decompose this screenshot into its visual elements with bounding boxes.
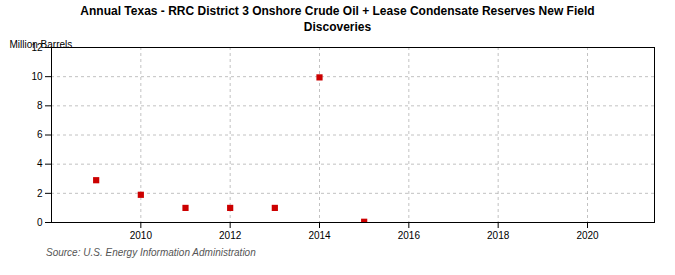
html-text:Source: U.S. Energy Informatio: Source: U.S. Energy Information Administ… [46,247,256,259]
svg-text:Million Barrels: Million Barrels [9,38,73,50]
svg-text:2: 2 [37,188,43,199]
svg-text:2012: 2012 [219,230,242,241]
svg-text:0: 0 [37,217,43,228]
svg-text:2016: 2016 [398,230,421,241]
svg-text:10: 10 [31,71,43,82]
svg-text:2020: 2020 [576,230,599,241]
svg-text:2018: 2018 [487,230,510,241]
svg-text:4: 4 [37,159,43,170]
svg-text:2010: 2010 [130,230,153,241]
svg-text:2014: 2014 [308,230,331,241]
html-text:Annual Texas - RRC District 3: Annual Texas - RRC District 3 Onshore Cr… [80,4,595,34]
svg-text:6: 6 [37,129,43,140]
svg-text:8: 8 [37,100,43,111]
